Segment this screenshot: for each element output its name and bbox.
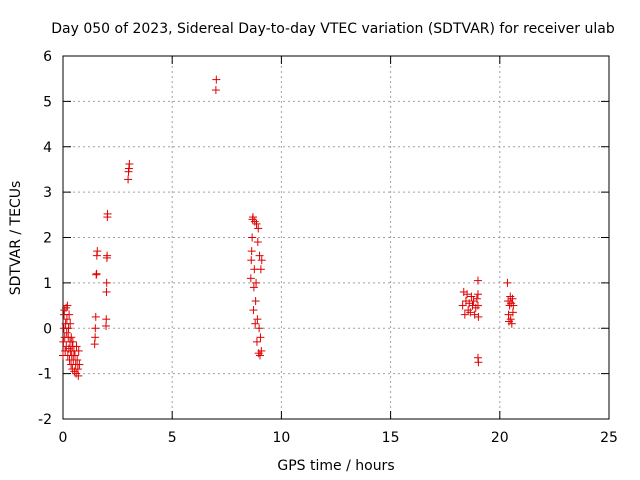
x-tick-label: 20	[491, 430, 509, 446]
data-point	[249, 306, 258, 315]
data-point	[103, 251, 112, 260]
data-point	[251, 319, 260, 328]
x-tick-label: 0	[59, 430, 68, 446]
data-point	[474, 358, 483, 367]
y-axis-title: SDTVAR / TECUs	[8, 181, 24, 296]
data-point	[74, 371, 83, 380]
data-point	[211, 86, 220, 95]
data-point	[251, 297, 260, 306]
data-point	[125, 159, 134, 168]
data-point	[73, 365, 82, 374]
data-point	[256, 333, 265, 342]
data-point	[256, 265, 265, 274]
data-point	[255, 251, 264, 260]
data-point	[458, 301, 467, 310]
y-tick-label: 6	[43, 49, 52, 65]
data-point	[249, 213, 258, 222]
data-points	[59, 75, 518, 380]
y-tick-label: -2	[38, 412, 52, 428]
data-point	[212, 75, 221, 84]
y-tick-label: 2	[43, 231, 52, 247]
data-point	[62, 315, 71, 324]
x-tick-label: 15	[382, 430, 400, 446]
data-point	[254, 224, 263, 233]
data-point	[506, 292, 515, 301]
data-point	[246, 274, 255, 283]
data-point	[73, 356, 82, 365]
data-point	[252, 219, 261, 228]
data-point	[250, 217, 259, 226]
data-point	[474, 312, 483, 321]
data-point	[255, 351, 264, 360]
y-tick-label: 1	[43, 276, 52, 292]
data-point	[509, 301, 518, 310]
data-point	[74, 346, 83, 355]
data-point	[102, 315, 111, 324]
data-point	[467, 292, 476, 301]
y-tick-label: 5	[43, 94, 52, 110]
data-point	[470, 310, 479, 319]
y-tick-label: -1	[38, 367, 52, 383]
data-point	[249, 283, 258, 292]
data-point	[460, 310, 469, 319]
data-point	[257, 346, 266, 355]
data-point	[503, 278, 512, 287]
data-point	[67, 333, 76, 342]
x-tick-label: 5	[168, 430, 177, 446]
data-point	[103, 209, 112, 218]
data-point	[255, 324, 264, 333]
data-point	[72, 342, 81, 351]
data-point	[102, 287, 111, 296]
data-point	[463, 290, 472, 299]
data-point	[252, 337, 261, 346]
data-point	[64, 324, 73, 333]
data-point	[65, 310, 74, 319]
data-point	[90, 340, 99, 349]
y-tick-label: 4	[43, 140, 52, 156]
data-point	[62, 328, 71, 337]
x-axis-title: GPS time / hours	[277, 458, 394, 474]
data-point	[91, 312, 100, 321]
grid-lines	[63, 56, 609, 419]
data-point	[253, 238, 262, 247]
data-point	[248, 233, 257, 242]
data-point	[507, 319, 516, 328]
x-tick-label: 25	[600, 430, 618, 446]
data-point	[508, 294, 517, 303]
data-point	[71, 351, 80, 360]
data-point	[91, 333, 100, 342]
y-tick-label: 0	[43, 321, 52, 337]
data-point	[466, 308, 475, 317]
data-point	[63, 301, 72, 310]
data-point	[253, 315, 262, 324]
data-point	[472, 294, 481, 303]
x-tick-label: 10	[272, 430, 290, 446]
data-point	[93, 247, 102, 256]
data-point	[70, 367, 79, 376]
data-point	[473, 301, 482, 310]
data-point	[473, 290, 482, 299]
data-point	[473, 276, 482, 285]
data-point	[508, 308, 517, 317]
data-point	[252, 278, 261, 287]
data-point	[257, 256, 266, 265]
data-point	[247, 256, 256, 265]
data-point	[75, 360, 84, 369]
axis-ticks: -2 -1 0 1 2 3 4 5 6 0 5 10 15 20 25	[38, 49, 618, 446]
data-point	[124, 175, 133, 184]
data-point	[102, 321, 111, 330]
data-point	[504, 310, 513, 319]
data-point	[247, 247, 256, 256]
data-point	[68, 337, 77, 346]
data-point	[66, 319, 75, 328]
data-point	[506, 315, 515, 324]
data-point	[72, 369, 81, 378]
chart-title: Day 050 of 2023, Sidereal Day-to-day VTE…	[51, 21, 615, 37]
data-point	[102, 278, 111, 287]
data-point	[91, 324, 100, 333]
y-tick-label: 3	[43, 185, 52, 201]
data-point	[92, 269, 101, 278]
